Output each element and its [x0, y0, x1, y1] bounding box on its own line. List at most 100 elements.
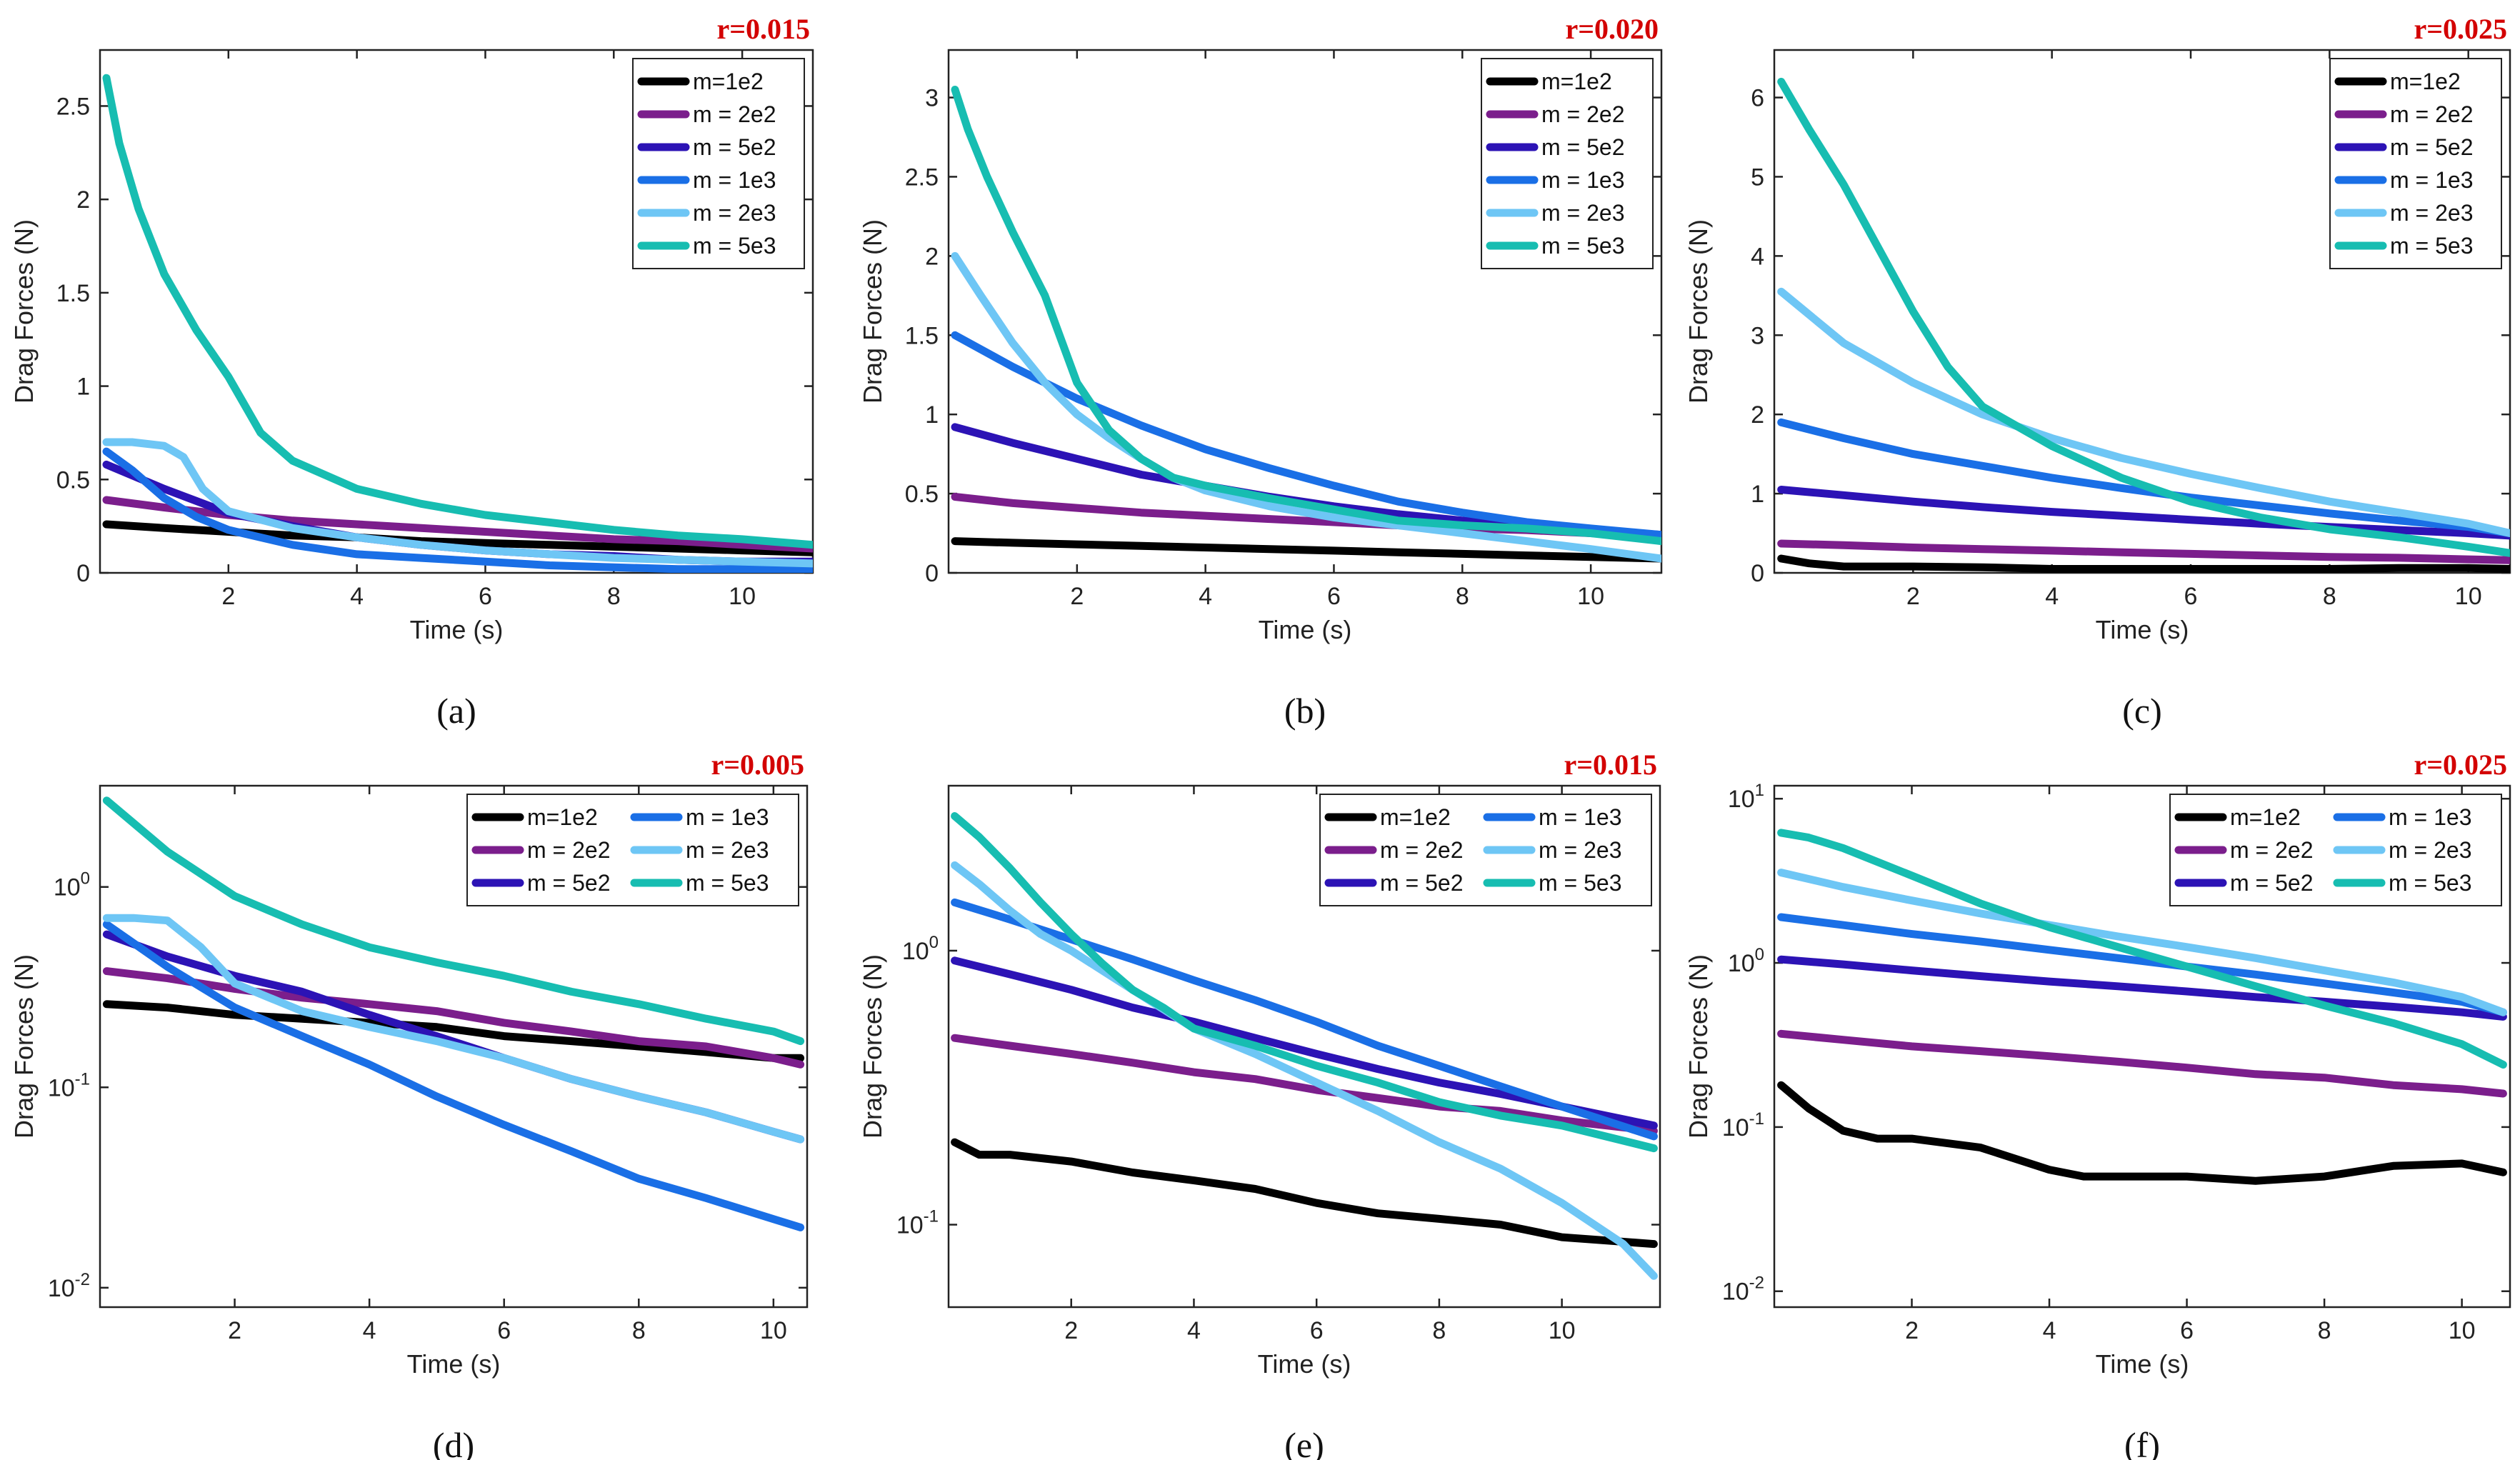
x-tick-label: 4 — [1199, 583, 1212, 610]
x-tick-label: 8 — [1456, 583, 1469, 610]
series-group — [951, 86, 1661, 563]
y-tick-exponent: -1 — [75, 1069, 90, 1089]
legend-label: m = 5e2 — [1541, 134, 1625, 160]
y-tick-label: 1 — [925, 401, 939, 429]
x-tick-label: 2 — [1064, 1317, 1078, 1344]
legend: m=1e2 m = 2e2 m = 5e2 m = 1e3 m = 2e3 m = 5e3 — [1481, 58, 1654, 269]
series-line-m5e3 — [951, 86, 1661, 546]
series-line-m2e2 — [1777, 1029, 2507, 1098]
y-tick-exponent: 0 — [81, 869, 90, 889]
x-tick-label: 4 — [1187, 1317, 1201, 1344]
x-axis-label: Time (s) — [1258, 1349, 1351, 1379]
legend-frame — [1481, 58, 1654, 269]
y-tick-label: 1.5 — [56, 280, 90, 307]
series-line-m5e2 — [1777, 955, 2507, 1021]
legend-label: m = 2e2 — [527, 837, 611, 863]
y-axis-label: Drag Forces (N) — [9, 954, 39, 1139]
y-tick-label: 3 — [1751, 322, 1764, 349]
y-tick-label: 0.5 — [905, 481, 939, 508]
series-line-m1e3 — [102, 447, 813, 573]
legend-label: m = 5e3 — [1539, 870, 1622, 896]
series-line-m1e2 — [102, 1000, 805, 1062]
series-group — [102, 796, 805, 1231]
r-parameter-label: r=0.005 — [711, 749, 804, 781]
series-group — [1777, 77, 2510, 573]
legend-label: m = 1e3 — [1539, 804, 1622, 830]
x-axis-label: Time (s) — [1259, 615, 1352, 644]
series-group — [102, 74, 813, 573]
series-line-m2e3 — [1777, 869, 2507, 1016]
legend-label: m = 1e3 — [686, 804, 769, 830]
y-tick-exponent: 0 — [929, 933, 939, 952]
legend-label: m=1e2 — [1541, 69, 1612, 94]
panel-caption: (d) — [433, 1425, 474, 1460]
legend-frame — [2329, 58, 2502, 269]
series-line-m1e2 — [102, 520, 813, 556]
panel-caption: (b) — [1284, 691, 1326, 731]
y-tick-label: 1 — [76, 374, 90, 401]
legend-label: m = 5e3 — [2390, 233, 2474, 259]
y-tick-label: 10-2 — [48, 1270, 90, 1302]
series-group — [1777, 829, 2507, 1185]
legend-label: m = 2e2 — [2390, 101, 2474, 127]
series-line-m5e3 — [102, 74, 813, 549]
legend-label: m=1e2 — [527, 804, 598, 830]
panel-caption: (e) — [1284, 1425, 1324, 1460]
panel-caption: (f) — [2124, 1425, 2160, 1460]
y-tick-label: 10-1 — [896, 1207, 939, 1239]
x-tick-label: 2 — [1905, 1317, 1919, 1344]
legend-label: m = 2e3 — [686, 837, 769, 863]
x-tick-label: 4 — [363, 1317, 376, 1344]
legend-label: m = 5e2 — [2390, 134, 2474, 160]
legend-label: m = 2e3 — [693, 200, 776, 226]
series-line-m5e2 — [1777, 486, 2510, 540]
axes-frame — [99, 784, 809, 1309]
y-tick-label: 1 — [1751, 481, 1764, 508]
chart-panel-a: 2 4 6 8 10 0 0.5 1 1.5 2 2.5 Time (s) Drag Forces (N… — [9, 13, 814, 731]
series-line-m2e3 — [951, 251, 1661, 563]
y-tick-label: 4 — [1751, 243, 1764, 270]
y-tick-label: 0 — [1751, 560, 1764, 587]
y-tick-label: 0.5 — [56, 466, 90, 494]
x-tick-label: 10 — [1577, 583, 1604, 610]
x-axis-label: Time (s) — [410, 615, 504, 644]
series-line-m5e3 — [1777, 829, 2507, 1069]
legend: m=1e2 m = 2e2 m = 5e2 m = 1e3 m = 2e3 m = 5e3 — [466, 794, 799, 906]
x-tick-label: 10 — [760, 1317, 787, 1344]
series-line-m1e3 — [951, 898, 1658, 1141]
y-tick-label: 101 — [1728, 781, 1764, 813]
x-tick-label: 6 — [479, 583, 492, 610]
y-axis-label: Drag Forces (N) — [858, 219, 887, 404]
legend-label: m=1e2 — [2390, 69, 2461, 94]
y-tick-base: 10 — [1722, 1279, 1749, 1306]
legend-label: m = 2e3 — [2390, 200, 2474, 226]
legend-label: m = 5e3 — [2389, 870, 2472, 896]
x-axis-label: Time (s) — [2096, 1349, 2189, 1379]
y-tick-exponent: 1 — [1755, 781, 1764, 800]
legend: m=1e2 m = 2e2 m = 5e2 m = 1e3 m = 2e3 m = 5e3 — [2169, 794, 2502, 906]
x-tick-label: 6 — [2180, 1317, 2194, 1344]
x-axis-label: Time (s) — [407, 1349, 501, 1379]
legend-label: m = 2e3 — [1539, 837, 1622, 863]
r-parameter-label: r=0.020 — [1565, 13, 1659, 45]
series-line-m1e2 — [1777, 1081, 2507, 1185]
legend-label: m = 1e3 — [1541, 167, 1625, 193]
y-tick-base: 10 — [1722, 1114, 1749, 1141]
series-line-m1e3 — [951, 331, 1661, 539]
axes-frame — [947, 49, 1663, 574]
y-tick-base: 10 — [48, 1074, 75, 1101]
y-tick-label: 6 — [1751, 85, 1764, 112]
x-tick-label: 4 — [2043, 1317, 2056, 1344]
series-line-m2e2 — [951, 1034, 1658, 1135]
legend-label: m = 5e2 — [1380, 870, 1464, 896]
y-tick-label: 100 — [1728, 945, 1764, 977]
y-tick-base: 10 — [1728, 786, 1755, 813]
x-tick-label: 8 — [1432, 1317, 1446, 1344]
y-tick-label: 2.5 — [56, 93, 90, 120]
r-parameter-label: r=0.025 — [2414, 13, 2507, 45]
y-tick-label: 2 — [925, 243, 939, 270]
series-line-m2e3 — [951, 861, 1658, 1280]
y-tick-label: 2 — [1751, 401, 1764, 429]
